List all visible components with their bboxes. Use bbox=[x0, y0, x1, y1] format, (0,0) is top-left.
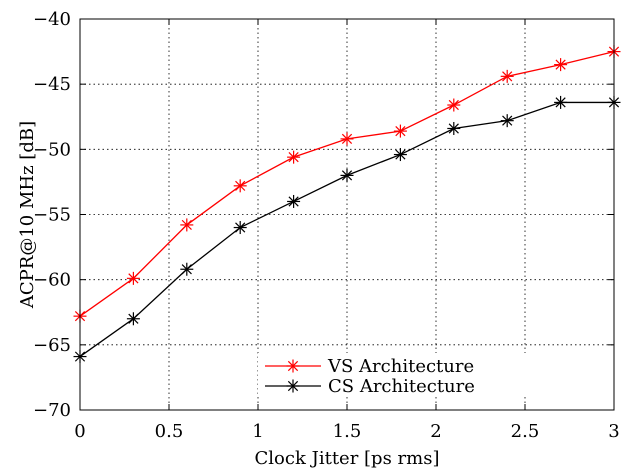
tick-labels: 0 0.5 1 1.5 2 2.5 3 −70 −65 −60 −55 −50 −45 −40 bbox=[33, 9, 620, 442]
asterisk-marker bbox=[393, 148, 407, 162]
x-tick-label: 3 bbox=[608, 421, 619, 442]
legend-label: VS Architecture bbox=[327, 356, 474, 377]
series-1 bbox=[73, 45, 621, 323]
asterisk-marker bbox=[233, 221, 247, 235]
x-tick-label: 2 bbox=[430, 421, 441, 442]
asterisk-marker bbox=[126, 271, 140, 285]
x-tick-label: 1 bbox=[252, 421, 263, 442]
asterisk-marker bbox=[286, 359, 300, 373]
asterisk-marker bbox=[500, 114, 514, 128]
grid-lines bbox=[80, 19, 614, 410]
legend-item: CS Architecture bbox=[265, 376, 475, 397]
asterisk-marker bbox=[447, 121, 461, 135]
y-tick-label: −60 bbox=[33, 270, 71, 291]
x-tick-label: 2.5 bbox=[511, 421, 540, 442]
y-tick-label: −50 bbox=[33, 139, 71, 160]
y-tick-label: −70 bbox=[33, 400, 71, 421]
y-tick-label: −65 bbox=[33, 335, 71, 356]
asterisk-marker bbox=[180, 218, 194, 232]
y-tick-label: −40 bbox=[33, 9, 71, 30]
asterisk-marker bbox=[126, 312, 140, 326]
x-tick-label: 1.5 bbox=[333, 421, 362, 442]
asterisk-marker bbox=[180, 262, 194, 276]
x-tick-label: 0 bbox=[74, 421, 85, 442]
y-tick-label: −45 bbox=[33, 74, 71, 95]
series-2 bbox=[73, 95, 621, 364]
y-axis-title: ACPR@10 MHz [dB] bbox=[17, 121, 38, 309]
asterisk-marker bbox=[340, 168, 354, 182]
asterisk-marker bbox=[287, 194, 301, 208]
legend-label: CS Architecture bbox=[328, 376, 475, 397]
asterisk-marker bbox=[554, 95, 568, 109]
asterisk-marker bbox=[554, 58, 568, 72]
asterisk-marker bbox=[340, 132, 354, 146]
legend-item: VS Architecture bbox=[265, 356, 474, 377]
asterisk-marker bbox=[500, 69, 514, 83]
x-axis-title: Clock Jitter [ps rms] bbox=[255, 448, 440, 469]
axis-ticks bbox=[79, 18, 615, 411]
series-layer bbox=[73, 45, 621, 364]
asterisk-marker bbox=[286, 379, 300, 393]
asterisk-marker bbox=[447, 98, 461, 112]
legend-box bbox=[258, 353, 526, 396]
asterisk-marker bbox=[233, 179, 247, 193]
y-tick-label: −55 bbox=[33, 205, 71, 226]
asterisk-marker bbox=[287, 150, 301, 164]
x-tick-label: 0.5 bbox=[155, 421, 184, 442]
asterisk-marker bbox=[393, 124, 407, 138]
